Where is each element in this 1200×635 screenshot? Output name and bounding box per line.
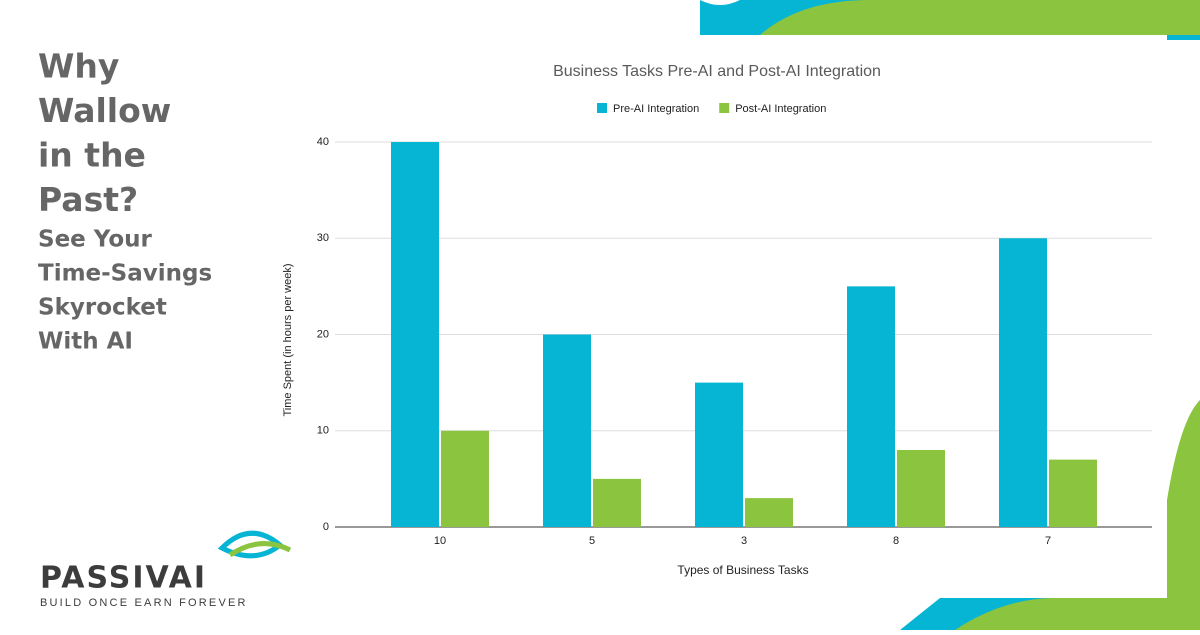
y-tick-label: 20 — [317, 328, 329, 340]
decor-green — [760, 0, 1200, 35]
y-tick-label: 0 — [323, 521, 329, 533]
headline-line: Past? — [38, 180, 138, 219]
logo-swoosh-green — [228, 541, 292, 558]
legend-swatch — [719, 103, 730, 113]
bar — [847, 286, 895, 527]
bar — [999, 238, 1047, 527]
headline-line: Wallow — [38, 91, 171, 130]
y-tick-label: 10 — [317, 425, 329, 437]
x-tick-label: 5 — [589, 535, 595, 547]
bar — [391, 142, 439, 527]
x-tick-label: 3 — [741, 535, 747, 547]
legend-swatch — [597, 103, 607, 113]
decor-green-bottom — [955, 400, 1200, 630]
bar — [441, 430, 489, 527]
y-tick-label: 30 — [317, 232, 329, 244]
legend-label: Post-AI Integration — [735, 103, 826, 115]
subheadline-line: See Your — [38, 227, 152, 253]
logo-tagline: BUILD ONCE EARN FOREVER — [40, 597, 248, 609]
x-tick-label: 10 — [434, 535, 446, 547]
subheadline-line: Time-Savings — [38, 261, 212, 287]
chart-title: Business Tasks Pre-AI and Post-AI Integr… — [553, 63, 881, 80]
subheadline-line: With AI — [38, 329, 133, 355]
y-tick-label: 40 — [317, 136, 329, 148]
subheadline-line: Skyrocket — [38, 295, 167, 321]
bar — [897, 450, 945, 527]
bar — [695, 382, 743, 527]
logo-name: PASSIVAI — [40, 561, 207, 596]
bar — [1049, 459, 1097, 527]
x-tick-label: 8 — [893, 535, 899, 547]
y-axis-title: Time Spent (in hours per week) — [282, 263, 294, 416]
headline-line: in the — [38, 136, 146, 175]
headline: Why Wallow in the Past? See Your Time-Savings… — [38, 47, 212, 355]
legend-label: Pre-AI Integration — [613, 103, 699, 115]
bar — [745, 498, 793, 527]
x-tick-label: 7 — [1045, 535, 1051, 547]
headline-line: Why — [38, 47, 119, 86]
x-axis-title: Types of Business Tasks — [677, 563, 808, 577]
bar — [593, 478, 641, 527]
bar — [543, 334, 591, 527]
